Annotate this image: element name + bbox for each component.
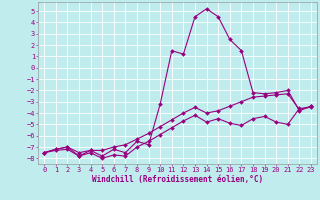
X-axis label: Windchill (Refroidissement éolien,°C): Windchill (Refroidissement éolien,°C)	[92, 175, 263, 184]
